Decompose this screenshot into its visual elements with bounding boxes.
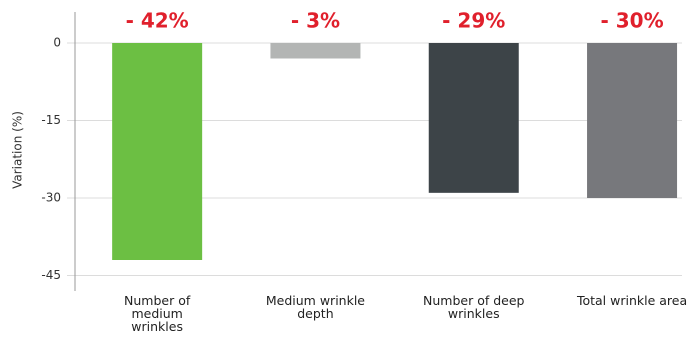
x-tick-label: Number of deep wrinkles (423, 293, 525, 321)
y-tick-label: -30 (41, 191, 61, 205)
y-axis-title: Variation (%) (11, 111, 25, 189)
x-tick-label: Total wrinkle area (576, 293, 687, 308)
y-tick-label: 0 (53, 36, 61, 50)
bar (270, 43, 361, 59)
y-tick-label: -45 (41, 268, 61, 282)
value-label: - 42% (126, 9, 189, 33)
y-tick-label: -15 (41, 113, 61, 127)
x-tick-label: Number of medium wrinkles (124, 293, 191, 334)
value-label: - 3% (291, 9, 340, 33)
bar (112, 43, 203, 260)
x-tick-label: Medium wrinkle depth (265, 293, 365, 321)
bar (587, 43, 678, 198)
value-label: - 29% (442, 9, 505, 33)
bar (428, 43, 519, 193)
value-label: - 30% (600, 9, 663, 33)
